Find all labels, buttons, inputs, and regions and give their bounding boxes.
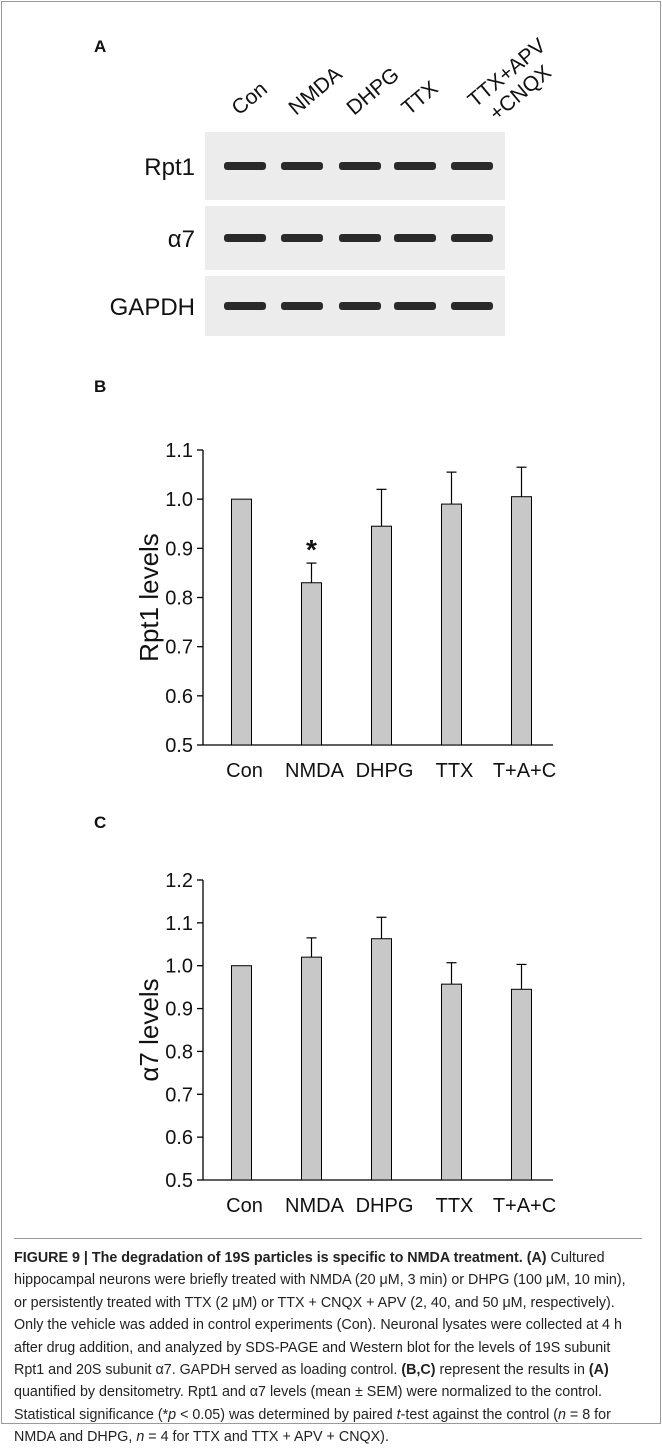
blot-band bbox=[394, 162, 436, 170]
blot-band bbox=[394, 302, 436, 310]
lane-label-group: TTX bbox=[397, 77, 442, 120]
caption-text: n bbox=[558, 1407, 566, 1423]
blot-band bbox=[224, 162, 266, 170]
blot-band bbox=[451, 302, 493, 310]
blot-band bbox=[339, 302, 381, 310]
x-tick-label: TTX bbox=[436, 1195, 474, 1217]
y-tick-label: 0.5 bbox=[165, 1170, 193, 1192]
x-tick-label: NMDA bbox=[285, 760, 345, 782]
bar bbox=[302, 583, 322, 745]
lane-label: TTX bbox=[397, 77, 442, 120]
y-tick-label: 0.6 bbox=[165, 1127, 193, 1149]
caption-text: -test against the control ( bbox=[401, 1407, 558, 1423]
x-tick-label: T+A+C bbox=[493, 1195, 556, 1217]
blot-band bbox=[224, 302, 266, 310]
page: { "panel_a": { "letter": "A", "lanes": [… bbox=[0, 0, 662, 1425]
blot-band bbox=[451, 234, 493, 242]
panel-letter: A bbox=[94, 37, 106, 56]
lane-label-group: DHPG bbox=[342, 63, 403, 120]
blot-band bbox=[224, 234, 266, 242]
significance-marker: * bbox=[306, 534, 317, 565]
blot-band bbox=[281, 162, 323, 170]
y-tick-label: 0.9 bbox=[165, 538, 193, 560]
y-axis-label: α7 levels bbox=[134, 978, 164, 1081]
caption-text: p bbox=[168, 1407, 176, 1423]
y-tick-label: 0.7 bbox=[165, 637, 193, 659]
y-tick-label: 0.8 bbox=[165, 1041, 193, 1063]
x-tick-label: Con bbox=[226, 1195, 263, 1217]
x-tick-label: Con bbox=[226, 760, 263, 782]
x-tick-label: NMDA bbox=[285, 1195, 345, 1217]
blot-band bbox=[281, 234, 323, 242]
row-label: GAPDH bbox=[110, 294, 195, 321]
y-tick-label: 0.9 bbox=[165, 999, 193, 1021]
x-tick-label: TTX bbox=[436, 760, 474, 782]
panel-letter: B bbox=[94, 377, 106, 396]
bar bbox=[232, 966, 252, 1180]
x-tick-label: T+A+C bbox=[493, 760, 556, 782]
blot-band bbox=[451, 162, 493, 170]
caption-text: n bbox=[136, 1429, 144, 1445]
blot-band bbox=[394, 234, 436, 242]
y-tick-label: 0.6 bbox=[165, 686, 193, 708]
bar bbox=[372, 526, 392, 745]
caption-text: (A) bbox=[527, 1250, 547, 1266]
caption-text: Cultured hippocampal neurons were briefl… bbox=[14, 1250, 626, 1378]
bar bbox=[302, 957, 322, 1180]
caption-text: (A) bbox=[589, 1362, 609, 1378]
bar bbox=[442, 504, 462, 745]
y-tick-label: 1.2 bbox=[165, 870, 193, 892]
caption-text: FIGURE 9 | The degradation of 19S partic… bbox=[14, 1250, 523, 1266]
row-label: α7 bbox=[168, 226, 195, 253]
lane-label-group: TTX+APV+CNQX bbox=[464, 34, 566, 130]
y-tick-label: 0.5 bbox=[165, 735, 193, 757]
y-tick-label: 0.8 bbox=[165, 588, 193, 610]
y-tick-label: 0.7 bbox=[165, 1084, 193, 1106]
caption-text: < 0.05) was determined by paired bbox=[176, 1407, 397, 1423]
caption-text: = 4 for TTX and TTX + APV + CNQX). bbox=[144, 1429, 389, 1445]
lane-label: NMDA bbox=[284, 62, 346, 119]
lane-label-group: NMDA bbox=[284, 62, 346, 119]
row-label: Rpt1 bbox=[144, 154, 195, 181]
bar bbox=[512, 989, 532, 1180]
blot-band bbox=[281, 302, 323, 310]
y-tick-label: 1.1 bbox=[165, 440, 193, 462]
x-tick-label: DHPG bbox=[356, 760, 414, 782]
blot-band bbox=[339, 234, 381, 242]
y-tick-label: 1.0 bbox=[165, 956, 193, 978]
bar bbox=[512, 497, 532, 745]
lane-label: DHPG bbox=[342, 63, 403, 120]
blot-band bbox=[339, 162, 381, 170]
lane-label-group: Con bbox=[227, 77, 271, 119]
y-tick-label: 1.1 bbox=[165, 913, 193, 935]
caption-text: (B,C) bbox=[401, 1362, 435, 1378]
caption: FIGURE 9 | The degradation of 19S partic… bbox=[14, 1238, 642, 1449]
y-axis-label: Rpt1 levels bbox=[134, 533, 164, 662]
panel-letter: C bbox=[94, 813, 106, 832]
bar bbox=[232, 499, 252, 745]
x-tick-label: DHPG bbox=[356, 1195, 414, 1217]
caption-text: represent the results in bbox=[436, 1362, 589, 1378]
bar bbox=[442, 984, 462, 1180]
bar bbox=[372, 939, 392, 1180]
lane-label: Con bbox=[227, 77, 271, 119]
y-tick-label: 1.0 bbox=[165, 489, 193, 511]
